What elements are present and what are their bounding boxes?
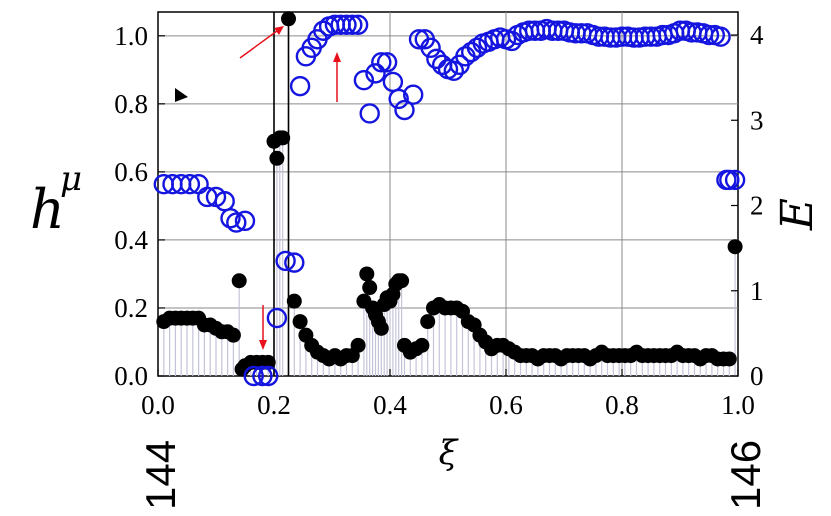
h-mu-point — [269, 150, 285, 166]
h-mu-point — [373, 320, 389, 336]
y-right-tick-label: 4 — [750, 20, 764, 50]
y-right-tick-label: 3 — [750, 105, 764, 135]
h-mu-point — [275, 130, 291, 146]
e-point — [234, 210, 256, 232]
stems — [163, 18, 736, 376]
e-point — [226, 212, 247, 233]
e-point — [466, 37, 488, 59]
y-axis-right: 0 1 2 3 4 — [731, 20, 764, 391]
e-point — [698, 24, 720, 46]
e-point — [376, 52, 398, 73]
y-right-tick-label: 1 — [750, 276, 764, 306]
e-point — [426, 48, 447, 70]
x-tick-label: 0.0 — [141, 390, 175, 420]
e-point — [443, 60, 464, 82]
x-axis: 0.0 0.2 0.4 0.6 0.8 1.0 — [141, 369, 755, 420]
y-left-tick-label: 0.2 — [114, 293, 148, 323]
h-mu-point — [394, 273, 410, 289]
e-point — [347, 14, 369, 35]
arrow-3-head — [259, 340, 267, 350]
e-point — [724, 169, 746, 191]
series-e — [153, 14, 746, 387]
vertical-markers — [273, 12, 290, 376]
x-tick-label: 0.8 — [605, 390, 639, 420]
h-mu-point — [225, 327, 241, 343]
y-right-tick-label: 0 — [750, 361, 764, 391]
x-tick-label: 0.4 — [373, 390, 407, 420]
y-axis-right-label: E — [772, 198, 823, 231]
y-left-tick-label: 0.4 — [114, 225, 148, 255]
e-point — [403, 84, 424, 105]
h-mu-point — [362, 280, 378, 296]
e-point — [220, 208, 241, 229]
e-point — [289, 75, 311, 97]
e-point — [353, 69, 375, 91]
e-point — [420, 37, 441, 59]
e-point — [275, 250, 296, 272]
x-tick-label: 0.2 — [257, 390, 291, 420]
e-point — [719, 169, 740, 191]
e-point — [336, 14, 357, 35]
arrow-1-head — [274, 26, 284, 35]
x-tick-label: 0.6 — [489, 390, 523, 420]
e-point — [371, 52, 392, 73]
h-mu-point — [350, 337, 366, 353]
y-left-tick-label: 0.0 — [114, 361, 148, 391]
arrow-2-head — [333, 52, 341, 62]
e-point — [284, 252, 305, 273]
y-axis-left-label: h μ — [30, 159, 82, 241]
e-point — [342, 14, 363, 35]
y-right-tick-label: 2 — [750, 191, 764, 221]
y-left-label-main: h — [30, 178, 65, 241]
e-point — [359, 103, 380, 124]
y-left-tick-label: 1.0 — [114, 21, 148, 51]
y-left-tick-label: 0.6 — [114, 157, 148, 187]
h-mu-point — [281, 11, 296, 27]
annotations — [175, 26, 341, 350]
h-mu-point — [292, 314, 308, 330]
series-h-mu — [156, 11, 743, 377]
y-left-tick-label: 0.8 — [114, 89, 148, 119]
h-mu-point — [286, 293, 302, 309]
e-point — [266, 307, 288, 329]
e-point — [388, 88, 409, 110]
x-axis-label: ξ — [439, 433, 460, 473]
plot-area — [153, 11, 746, 387]
h-mu-point — [721, 351, 737, 367]
e-point — [394, 99, 415, 121]
y-left-label-sub: μ — [60, 159, 82, 199]
e-point — [365, 63, 386, 84]
bottom-label-left: 144 — [137, 440, 184, 510]
bottom-label-right: 146 — [722, 440, 769, 510]
plot-frame — [157, 11, 739, 377]
e-point — [252, 365, 273, 387]
triangle-marker — [175, 88, 188, 102]
h-mu-point — [420, 314, 436, 330]
grid — [158, 12, 738, 376]
e-point — [710, 26, 731, 47]
h-mu-point — [231, 273, 247, 289]
e-point — [313, 20, 334, 41]
e-point — [179, 173, 201, 195]
y-axis-left: 0.0 0.2 0.4 0.6 0.8 1.0 — [114, 21, 165, 391]
h-mu-point — [414, 337, 430, 353]
e-point — [382, 71, 404, 93]
h-mu-point — [727, 239, 743, 255]
e-point — [243, 365, 264, 387]
e-point — [258, 365, 279, 387]
arrow-1 — [239, 27, 282, 59]
x-tick-label: 1.0 — [721, 390, 755, 420]
h-mu-point — [359, 266, 375, 282]
